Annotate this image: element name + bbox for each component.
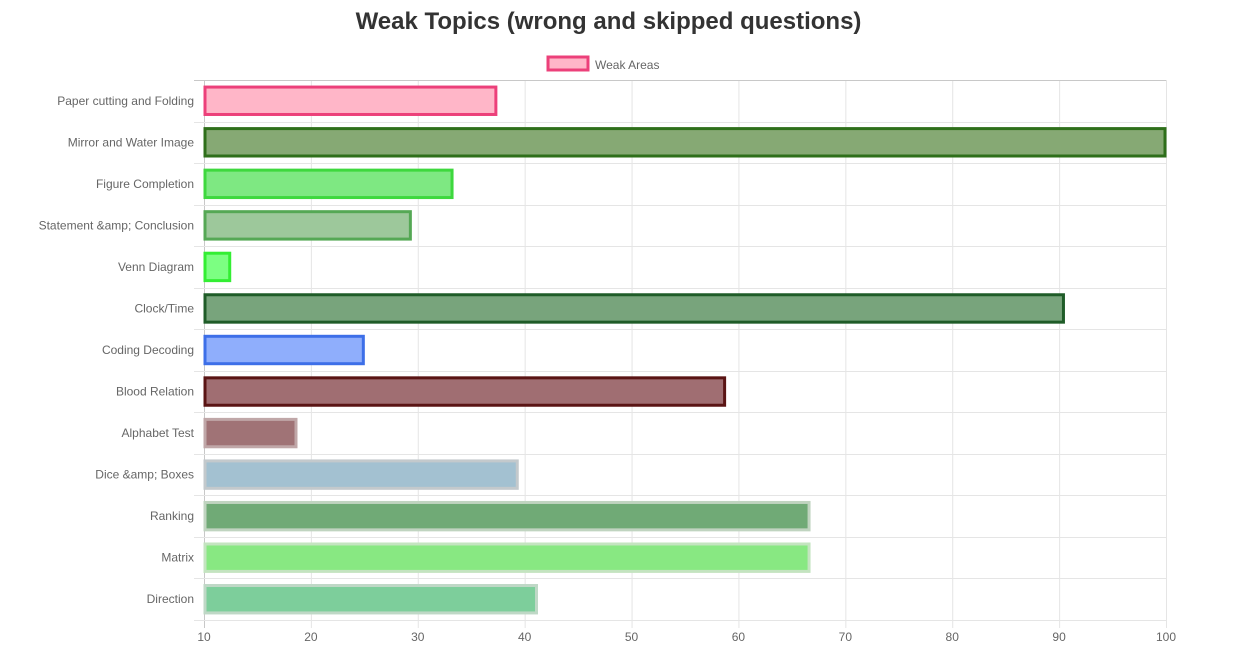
y-tick-label: Clock/Time — [134, 301, 194, 315]
chart-title: Weak Topics (wrong and skipped questions… — [355, 8, 862, 35]
bar[interactable] — [203, 168, 454, 200]
bar[interactable] — [203, 210, 412, 241]
legend[interactable]: Weak Areas — [546, 55, 659, 72]
bar[interactable] — [203, 500, 811, 532]
x-tick-label: 50 — [625, 630, 639, 644]
x-tick-label: 70 — [839, 630, 853, 644]
bar[interactable] — [203, 251, 232, 283]
x-tick-label: 10 — [197, 630, 211, 644]
bar[interactable] — [203, 127, 1167, 158]
y-tick-label: Alphabet Test — [122, 426, 195, 440]
x-tick-label: 80 — [946, 630, 960, 644]
y-tick-label: Paper cutting and Folding — [57, 94, 194, 108]
y-tick-label: Coding Decoding — [102, 343, 194, 357]
x-tick-label: 100 — [1156, 630, 1176, 644]
y-tick-label: Matrix — [161, 551, 194, 565]
bar[interactable] — [203, 542, 811, 573]
legend-swatch — [546, 55, 590, 72]
y-tick-label: Dice &amp; Boxes — [95, 468, 194, 482]
y-tick-label: Blood Relation — [116, 385, 194, 399]
y-axis-labels: Paper cutting and Folding Mirror and Wate… — [39, 94, 195, 606]
bar[interactable] — [203, 376, 727, 407]
x-tick-label: 90 — [1052, 630, 1066, 644]
y-tick-label: Figure Completion — [96, 177, 194, 191]
x-tick-label: 30 — [411, 630, 425, 644]
x-axis-labels: 10 20 30 40 50 60 70 80 90 100 — [197, 630, 1176, 644]
x-tick-label: 40 — [518, 630, 532, 644]
bar[interactable] — [203, 334, 365, 366]
y-tick-label: Venn Diagram — [118, 260, 194, 274]
y-tick-label: Direction — [147, 592, 194, 606]
bars — [203, 85, 1167, 615]
bar[interactable] — [203, 293, 1065, 324]
legend-label: Weak Areas — [595, 58, 659, 72]
x-tick-label: 60 — [732, 630, 746, 644]
x-tick-label: 20 — [304, 630, 318, 644]
bar[interactable] — [203, 459, 519, 490]
bar[interactable] — [203, 584, 538, 615]
bar[interactable] — [203, 417, 298, 449]
y-tick-label: Mirror and Water Image — [68, 135, 195, 149]
y-tick-label: Ranking — [150, 509, 194, 523]
y-tick-label: Statement &amp; Conclusion — [39, 218, 194, 232]
bar[interactable] — [203, 85, 498, 116]
